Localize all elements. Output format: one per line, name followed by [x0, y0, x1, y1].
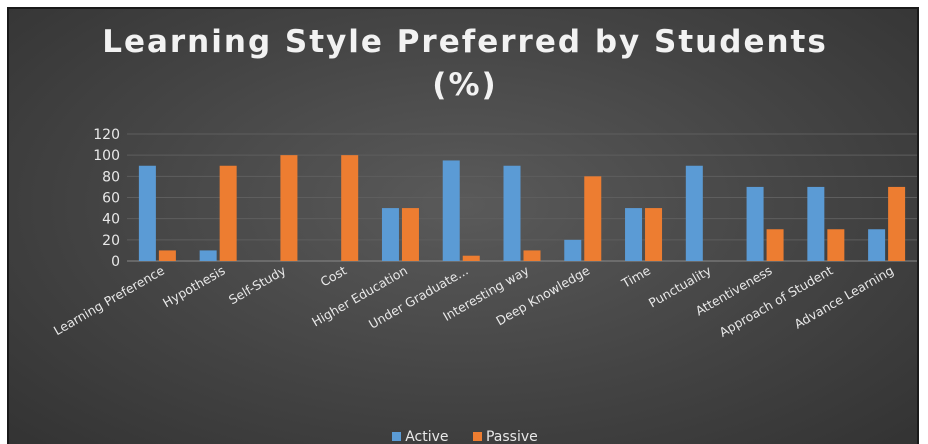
- legend: Active Passive: [9, 429, 917, 444]
- chart-frame: Learning Style Preferred by Students (%)…: [7, 7, 919, 444]
- bar-passive: [766, 229, 784, 261]
- y-tick-label: 40: [102, 212, 120, 228]
- x-tick-label: Self-Study: [226, 262, 289, 307]
- y-tick-label: 80: [102, 169, 120, 185]
- x-tick-label: Hypothesis: [160, 263, 228, 311]
- bar-active: [746, 186, 764, 261]
- bar-active: [381, 208, 399, 261]
- x-tick-label: Learning Preference: [51, 262, 167, 338]
- plot-area: 0 20 40 60 80 100 120 Learning PreferenceHypoth…: [51, 127, 917, 340]
- x-tick-label: Cost: [318, 263, 350, 290]
- legend-label-passive: Passive: [485, 429, 538, 444]
- bar-active: [685, 165, 703, 261]
- bar-passive: [401, 208, 419, 261]
- bar-passive: [827, 229, 845, 261]
- legend-swatch-active: [392, 432, 402, 441]
- bar-passive: [219, 165, 237, 261]
- bar-passive: [584, 176, 602, 261]
- bar-active: [503, 165, 521, 261]
- bar-passive: [280, 155, 298, 261]
- bar-active: [138, 165, 156, 261]
- bar-passive: [888, 186, 906, 261]
- x-tick-label: Under Graduate...: [366, 263, 471, 332]
- bar-active: [564, 239, 582, 261]
- y-tick-label: 60: [102, 191, 120, 207]
- x-tick-label: Approach of Student: [716, 263, 835, 340]
- chart-title-line-1: Learning Style Preferred by Students: [102, 24, 828, 60]
- bar-passive: [645, 208, 663, 261]
- y-tick-label: 120: [93, 127, 120, 143]
- legend-label-active: Active: [405, 429, 449, 444]
- bar-passive: [158, 250, 176, 261]
- y-tick-label: 100: [93, 148, 120, 164]
- chart-title-line-2: (%): [432, 67, 498, 103]
- bar-passive: [523, 250, 541, 261]
- y-tick-label: 0: [111, 254, 120, 270]
- legend-item-passive: Passive: [472, 429, 538, 444]
- legend-swatch-passive: [472, 432, 482, 441]
- bar-active: [625, 208, 643, 261]
- bar-passive: [462, 255, 480, 261]
- chart-title: Learning Style Preferred by Students (%): [9, 21, 917, 107]
- x-tick-label: Time: [618, 262, 653, 291]
- x-tick-label: Advance Learning: [792, 263, 897, 332]
- bar-active: [807, 186, 825, 261]
- legend-item-active: Active: [392, 429, 449, 444]
- bar-active: [442, 160, 460, 261]
- bar-active: [199, 250, 217, 261]
- bar-active: [868, 229, 886, 261]
- bar-passive: [341, 155, 359, 261]
- y-tick-label: 20: [102, 233, 120, 249]
